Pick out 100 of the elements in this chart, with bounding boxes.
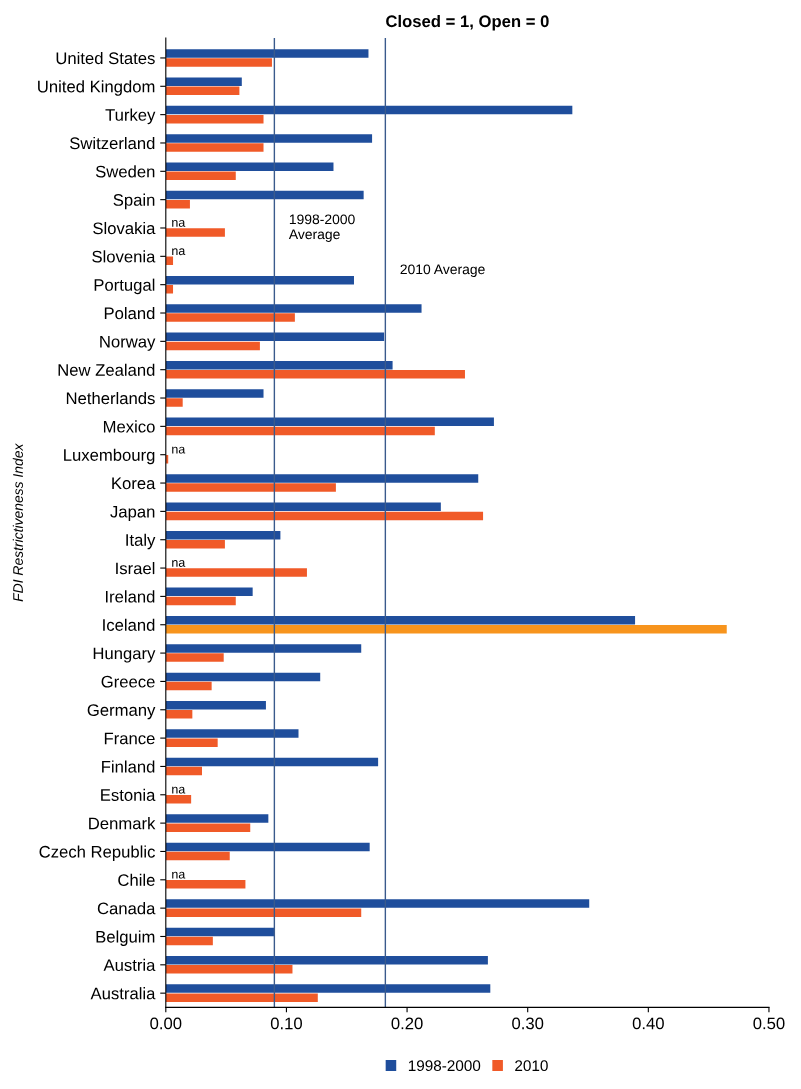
bar — [165, 851, 230, 861]
annotation: na — [172, 248, 186, 256]
bar — [165, 58, 272, 67]
bar — [165, 49, 369, 58]
bar — [165, 143, 264, 152]
bar — [165, 700, 266, 710]
y-tick-label: Poland — [104, 306, 155, 320]
bar — [165, 502, 441, 512]
bar — [165, 134, 373, 143]
bar — [165, 615, 636, 625]
y-tick-label: Estonia — [101, 788, 156, 801]
annotation: na — [172, 219, 186, 227]
bar — [165, 587, 253, 597]
bar — [165, 956, 488, 965]
bar — [165, 653, 224, 662]
x-tick-label: 0.00 — [150, 1017, 182, 1030]
ref-line-label: 1998-2000 Average — [288, 214, 355, 242]
bar — [165, 171, 236, 181]
x-tick-label: 0.30 — [512, 1017, 544, 1030]
bar — [165, 823, 251, 832]
y-tick-label: Portugal — [94, 278, 155, 295]
bar — [165, 275, 354, 285]
bar — [165, 908, 362, 917]
x-tick-label: 0.10 — [270, 1017, 303, 1030]
bar — [165, 86, 240, 96]
x-tick-label: 0.20 — [391, 1017, 423, 1030]
y-tick-label: Hungary — [93, 647, 156, 663]
bar — [165, 304, 422, 313]
y-tick-label: Norway — [100, 335, 156, 351]
bar — [165, 795, 192, 804]
bar — [165, 332, 385, 342]
y-tick-label: Czech Republic — [39, 845, 155, 861]
y-tick-label: Germany — [87, 704, 156, 720]
y-axis-title: FDI Restrictiveness Index — [12, 443, 23, 602]
bar — [165, 936, 213, 946]
y-tick-label: Belguim — [96, 930, 155, 946]
y-tick-label: Switzerland — [70, 136, 155, 150]
bar — [165, 417, 494, 427]
bar — [165, 672, 321, 682]
y-tick-label: Denmark — [89, 817, 156, 830]
bar — [165, 993, 318, 1002]
y-tick-label: Chile — [118, 873, 155, 886]
bar — [165, 313, 295, 322]
bar — [165, 842, 370, 852]
bar — [165, 738, 218, 747]
bar — [165, 984, 491, 993]
bar — [165, 757, 379, 767]
bar — [165, 644, 362, 653]
y-tick-label: Spain — [113, 193, 155, 210]
y-tick-label: Ireland — [105, 590, 155, 603]
y-tick-label: Turkey — [105, 108, 156, 125]
y-tick-label: Slovenia — [92, 250, 156, 263]
y-tick-label: Austria — [103, 958, 156, 972]
bar — [165, 389, 264, 398]
bar — [165, 369, 465, 379]
y-tick-label: Mexico — [103, 420, 155, 433]
bar — [165, 766, 202, 776]
bar — [165, 927, 275, 937]
bar — [165, 880, 246, 889]
bar — [165, 105, 573, 115]
legend-label: 2010 — [515, 1060, 548, 1072]
bar — [165, 625, 727, 634]
chart-title: Closed = 1, Open = 0 — [386, 14, 549, 31]
annotation: na — [172, 446, 186, 454]
bar — [165, 568, 307, 577]
y-tick-label: Sweden — [95, 165, 155, 178]
y-tick-label: United States — [56, 51, 155, 65]
y-tick-label: Slovakia — [93, 221, 156, 235]
bar — [165, 228, 225, 237]
bar — [165, 398, 183, 407]
bar — [165, 899, 590, 908]
bar — [165, 483, 336, 492]
y-tick-label: Finland — [102, 760, 155, 773]
bar — [165, 710, 193, 719]
bar — [165, 426, 435, 436]
legend-label: 1998-2000 — [408, 1060, 481, 1072]
bar — [165, 596, 236, 606]
bar — [165, 360, 393, 370]
x-tick-label: 0.40 — [632, 1017, 664, 1030]
bar — [165, 190, 364, 200]
x-tick-label: 0.50 — [753, 1017, 785, 1030]
bar — [165, 77, 242, 87]
annotation: na — [172, 786, 186, 794]
bar — [165, 256, 174, 266]
y-tick-label: Canada — [97, 902, 156, 915]
bar — [165, 199, 190, 209]
y-tick-label: France — [104, 732, 155, 745]
bar — [165, 474, 479, 483]
bar — [165, 729, 299, 738]
y-tick-label: Italy — [126, 533, 156, 550]
y-tick-label: Greece — [101, 675, 155, 688]
y-tick-label: Korea — [112, 477, 156, 490]
ref-line-label: 2010 Average — [400, 264, 485, 277]
bar — [165, 284, 174, 294]
y-tick-label: Israel — [116, 562, 155, 575]
bar — [165, 681, 212, 691]
y-tick-label: Australia — [90, 987, 156, 1000]
bar — [165, 162, 334, 172]
annotation: na — [172, 560, 186, 567]
y-tick-label: Iceland — [103, 618, 155, 631]
